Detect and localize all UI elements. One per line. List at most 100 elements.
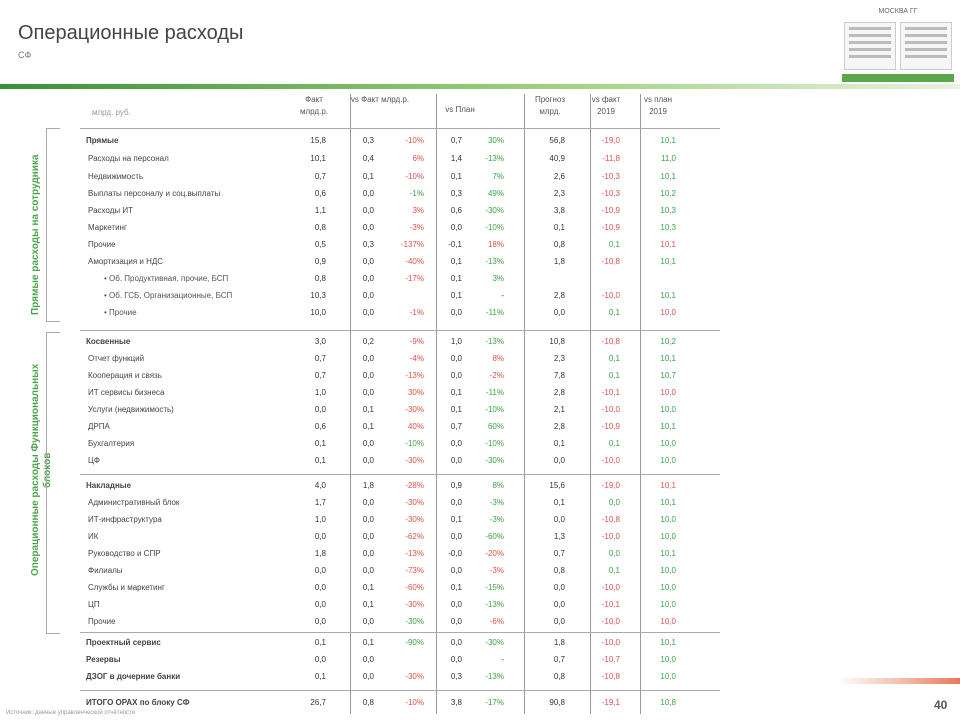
col-header-forecast: Прогноз млрд. [534, 95, 565, 116]
cell-value: 0,0 [362, 308, 374, 317]
cell-value: -13% [485, 600, 504, 609]
cell-value: 0,1 [450, 583, 462, 592]
column-divider [524, 94, 525, 714]
cell-value: -10% [405, 172, 424, 181]
table-row: • Об. Продуктивная, прочие, БСП 0,8 0,0 -17… [80, 272, 720, 286]
table-header-divider [80, 128, 720, 129]
cell-value: 2,8 [553, 388, 565, 397]
cell-value: 0,0 [314, 617, 326, 626]
cell-value: 10,8 [660, 698, 676, 707]
cell-value: 10,2 [660, 337, 676, 346]
cell-value: 1,3 [553, 532, 565, 541]
cell-value: 0,1 [608, 371, 620, 380]
cell-value: 0,1 [314, 638, 326, 647]
cell-value: -10% [485, 223, 504, 232]
cell-value: -10,8 [601, 515, 620, 524]
row-label: Кооперация и связь [88, 371, 162, 380]
cell-value: 10,1 [660, 354, 676, 363]
cell-value: 0,1 [450, 515, 462, 524]
cell-value: 0,0 [362, 257, 374, 266]
cell-value: 0,1 [450, 172, 462, 181]
cell-value: -60% [405, 583, 424, 592]
cell-value: 10,1 [660, 498, 676, 507]
cell-value: 0,0 [362, 291, 374, 300]
page-number: 40 [934, 698, 948, 712]
column-divider [436, 94, 437, 714]
cell-value: 0,0 [362, 655, 374, 664]
cell-value: 10,1 [660, 240, 676, 249]
cell-value: -10,0 [601, 617, 620, 626]
cell-value: 0,0 [314, 405, 326, 414]
cell-value: 10,3 [310, 291, 326, 300]
cell-value: 2,3 [553, 354, 565, 363]
cell-value: 4,0 [314, 481, 326, 490]
cell-value: -73% [405, 566, 424, 575]
cell-value: 3% [412, 206, 424, 215]
column-divider [640, 94, 641, 714]
table-row: Косвенные 3,0 0,2 -9% 1,0 -13% 10,8 -10,8 10,2 [80, 335, 720, 349]
cell-value: 10,0 [660, 405, 676, 414]
cell-value: -28% [405, 481, 424, 490]
cell-value: -19,0 [601, 481, 620, 490]
cell-value: 18% [487, 240, 504, 249]
cell-value: 0,1 [362, 405, 374, 414]
table-row: ЦФ 0,1 0,0 -30% 0,0 -30% 0,0 -10,0 10,0 [80, 454, 720, 468]
cell-value: -10,9 [601, 223, 620, 232]
cell-value: 0,1 [450, 274, 462, 283]
cell-value: -10% [485, 405, 504, 414]
cell-value: -30% [405, 617, 424, 626]
cell-value: -30% [485, 638, 504, 647]
table-row: Кооперация и связь 0,7 0,0 -13% 0,0 -2% 7,8 0,1… [80, 369, 720, 383]
cell-value: 10,1 [660, 638, 676, 647]
cell-value: -10,8 [601, 257, 620, 266]
cell-value: -10,9 [601, 422, 620, 431]
row-label: Амортизация и НДС [88, 257, 164, 266]
cell-value: 90,8 [549, 698, 565, 707]
cell-value: -30% [405, 672, 424, 681]
cell-value: -13% [405, 549, 424, 558]
cell-value: 10,0 [660, 388, 676, 397]
cell-value: 0,0 [314, 655, 326, 664]
thumbnail-label: МОСКВА ГГ [878, 8, 918, 15]
row-label: Косвенные [86, 337, 131, 346]
row-label: ИК [88, 532, 99, 541]
row-label: Резервы [86, 655, 121, 664]
cell-value: 0,0 [314, 600, 326, 609]
cell-value: 0,0 [450, 223, 462, 232]
cell-value: -137% [400, 240, 424, 249]
cell-value: 56,8 [549, 136, 565, 145]
cell-value: 0,0 [362, 354, 374, 363]
cell-value: 2,8 [553, 291, 565, 300]
table-row: • Об. ГСБ, Организационные, БСП 10,3 0,0 0,… [80, 289, 720, 303]
cell-value: 0,1 [314, 672, 326, 681]
table-row: Услуги (недвижимость) 0,0 0,1 -30% 0,1 -10% 2,… [80, 403, 720, 417]
cell-value: 0,0 [362, 371, 374, 380]
cell-value: 10,0 [660, 439, 676, 448]
cell-value: 0,0 [314, 583, 326, 592]
cell-value: 0,0 [450, 566, 462, 575]
cell-value: 10,0 [660, 655, 676, 664]
row-label: Маркетинг [88, 223, 127, 232]
cell-value: 0,0 [362, 274, 374, 283]
cell-value: 0,1 [362, 422, 374, 431]
cell-value: 0,0 [362, 498, 374, 507]
cell-value: 0,7 [314, 354, 326, 363]
cell-value: 1,0 [450, 337, 462, 346]
cell-value: 1,8 [553, 638, 565, 647]
cell-value: -10,1 [601, 388, 620, 397]
cell-value: 10,1 [660, 291, 676, 300]
cell-value: -17% [405, 274, 424, 283]
row-label: Выплаты персоналу и соц.выплаты [88, 189, 221, 198]
cell-value: 0,0 [362, 189, 374, 198]
thumbnail-panel-left [844, 22, 896, 70]
cell-value: 2,1 [553, 405, 565, 414]
table-row: Руководство и СПР 1,8 0,0 -13% -0,0 -20% 0,7 0,… [80, 547, 720, 561]
cell-value: 0,7 [553, 549, 565, 558]
cell-value: 0,3 [362, 136, 374, 145]
row-label: Накладные [86, 481, 132, 490]
cell-value: 0,0 [362, 566, 374, 575]
cell-value: 10,7 [660, 371, 676, 380]
table-row: ДЗОГ в дочерние банки 0,1 0,0 -30% 0,3 -13% 0,… [80, 670, 720, 684]
cell-value: 0,0 [362, 456, 374, 465]
cell-value: -10,7 [601, 655, 620, 664]
